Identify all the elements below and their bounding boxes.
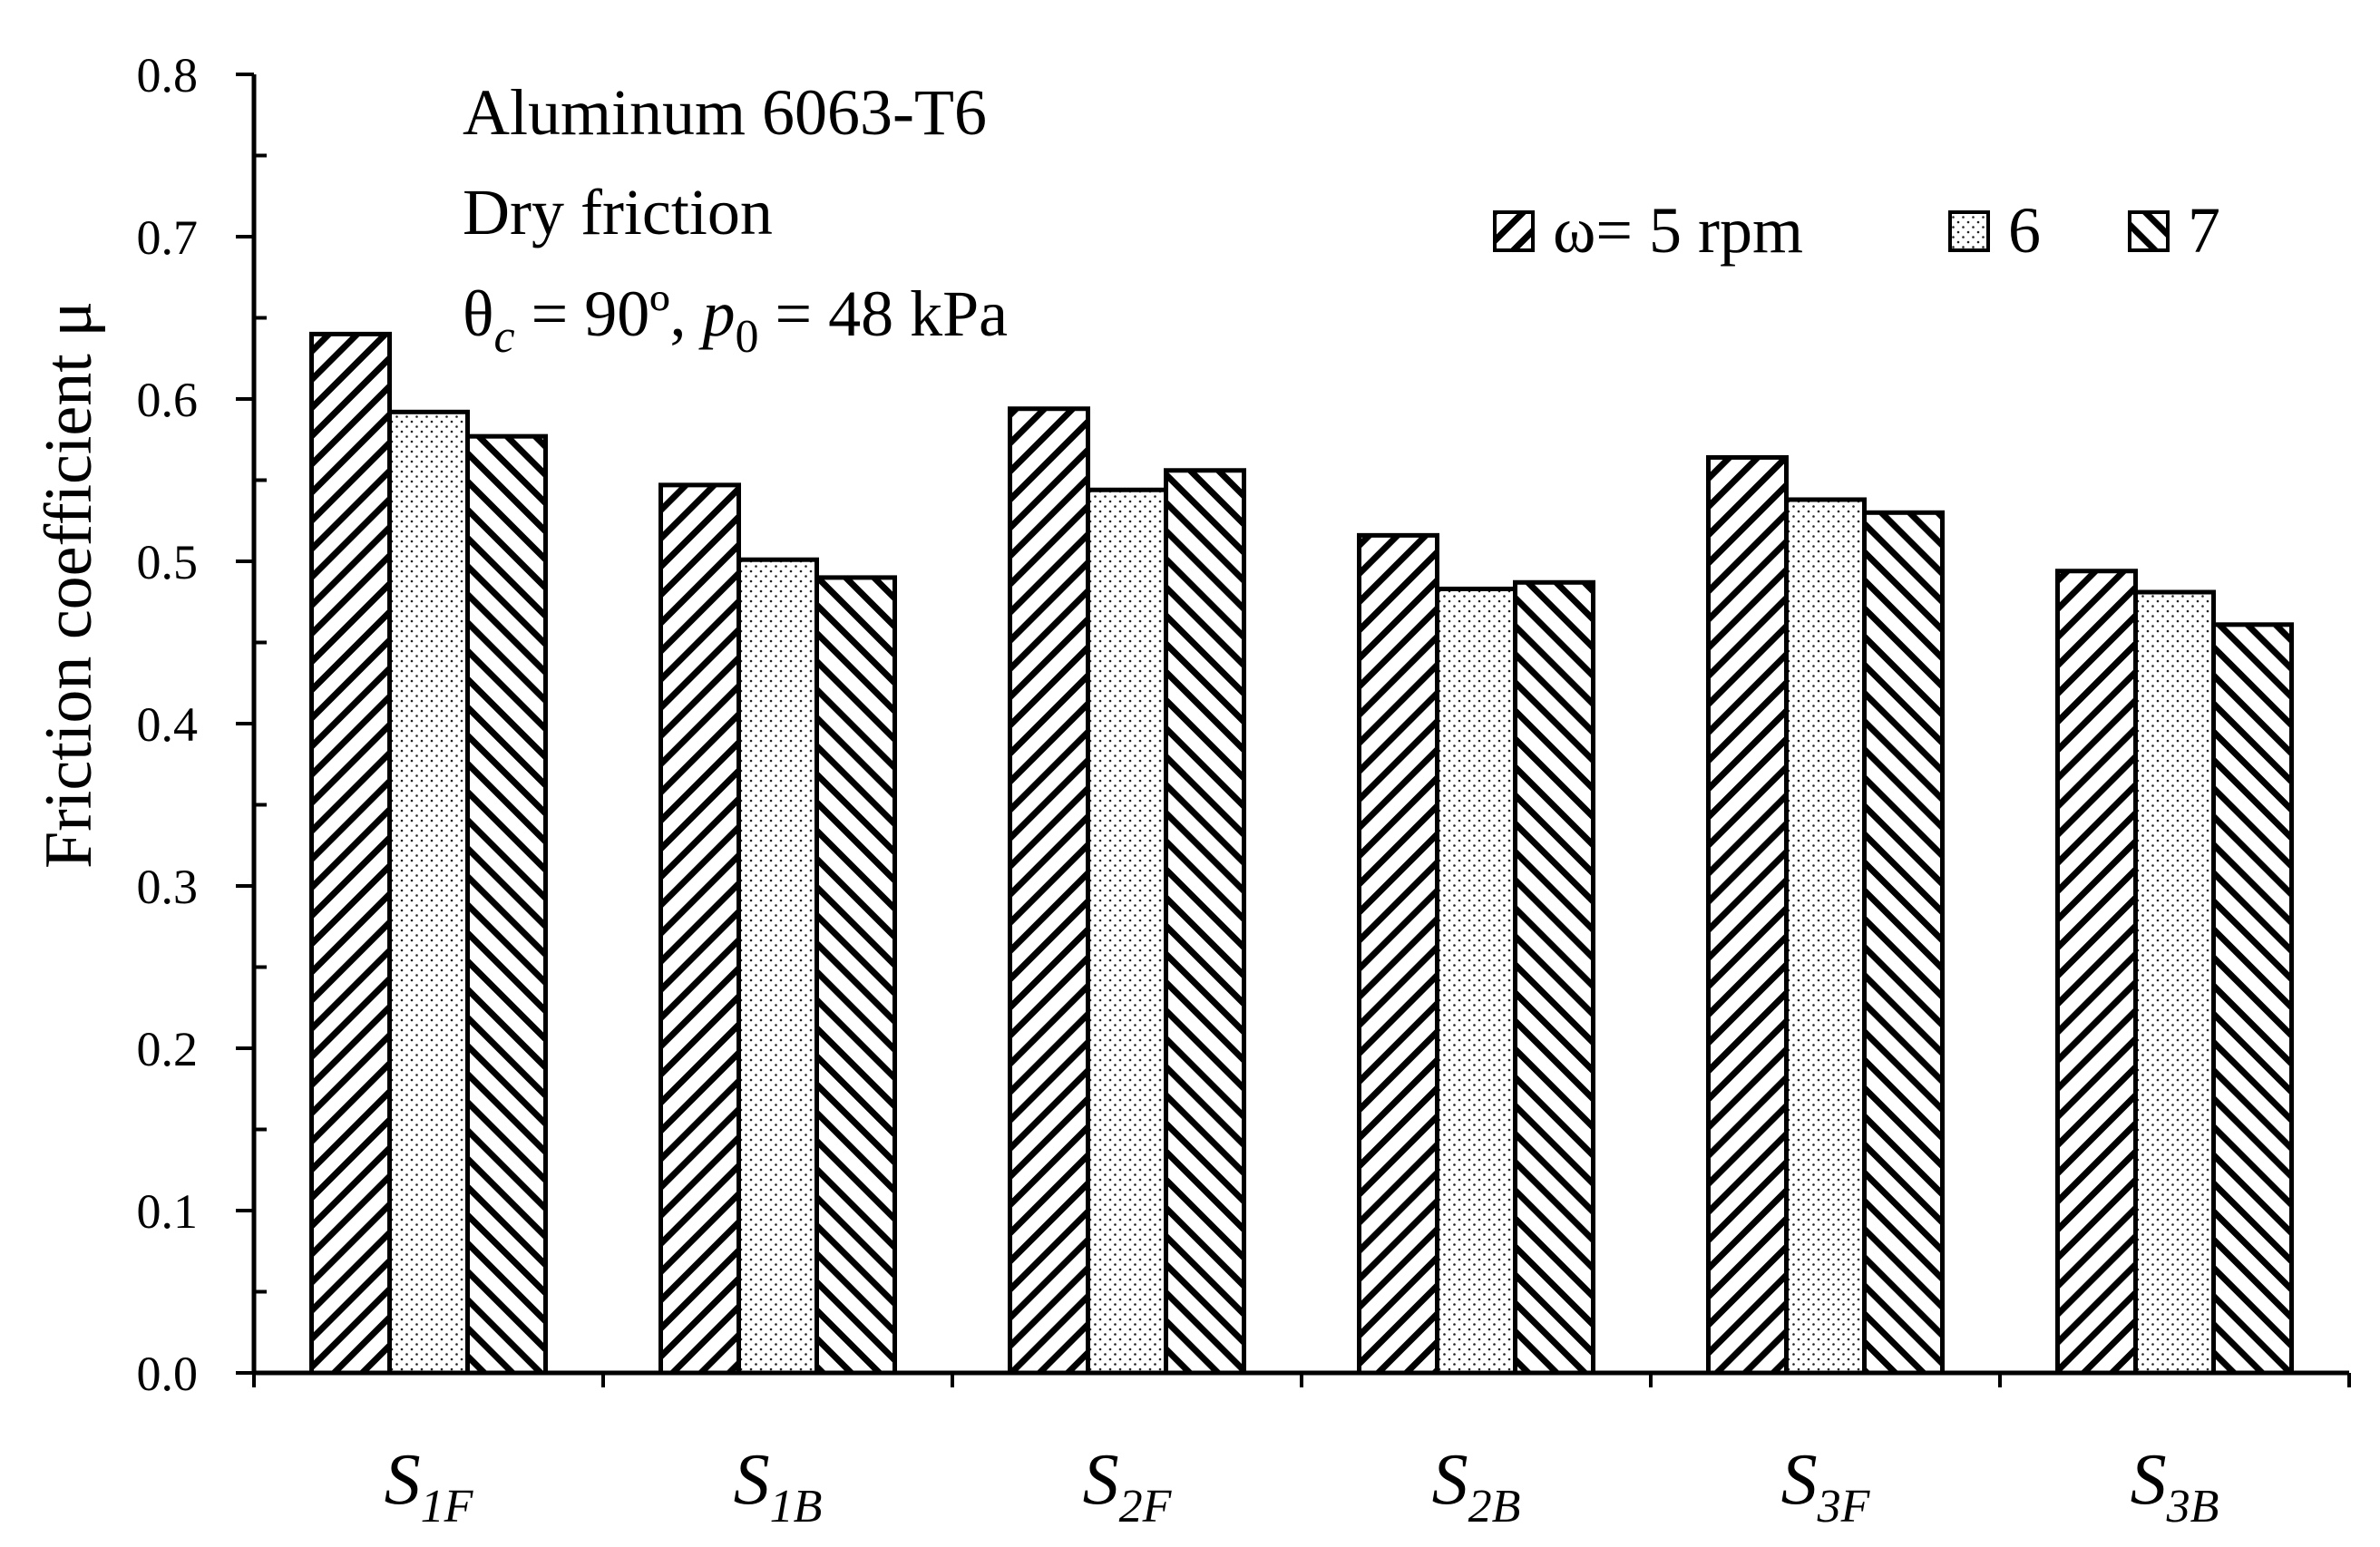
annotation-block: Aluminum 6063-T6 Dry friction θc = 90º, … [463,76,1008,363]
bar-3f-series-2 [1784,497,1867,1376]
legend-label-2: 6 [2008,194,2041,267]
y-tick-label: 0.2 [137,1022,199,1076]
annotation-material: Aluminum 6063-T6 [463,76,987,149]
bar-2f-series-3 [1164,468,1246,1376]
bar-3f-series-1 [1706,454,1789,1376]
y-tick-label: 0.8 [137,48,199,102]
y-tick-label: 0.0 [137,1347,199,1401]
y-tick-label: 0.1 [137,1184,199,1239]
bar-2b-series-2 [1435,586,1517,1376]
legend-swatch-1 [1493,210,1535,252]
bar-1b-series-1 [658,482,741,1376]
legend-swatch-3 [2128,210,2170,252]
legend: ω= 5 rpm 6 7 [1493,194,2220,267]
bar-3b-series-3 [2211,622,2294,1376]
x-tick-label-2b: S2B [1432,1440,1521,1532]
x-tick-label-2f: S2F [1083,1440,1173,1532]
y-tick-label: 0.5 [137,535,199,589]
bar-1b-series-3 [814,575,897,1376]
bar-1b-series-2 [736,557,819,1376]
bar-2b-series-3 [1513,579,1595,1376]
bar-1f-series-1 [309,331,392,1376]
bar-3f-series-3 [1862,510,1945,1376]
x-tick-label-1f: S1F [385,1440,474,1532]
bar-2f-series-2 [1086,487,1168,1376]
legend-label-1: ω= 5 rpm [1553,194,1803,267]
bars-layer [309,331,2294,1376]
y-axis-label: Friction coefficient μ [32,301,106,869]
y-tick-label: 0.4 [137,697,199,752]
bar-3b-series-1 [2055,569,2138,1376]
y-tick-label: 0.3 [137,860,199,914]
bar-1f-series-2 [387,409,470,1376]
bar-2f-series-1 [1008,406,1090,1376]
legend-swatch-2 [1948,210,1990,252]
x-tick-label-3f: S3F [1781,1440,1871,1532]
y-tick-labels: 0.0 0.1 0.2 0.3 0.4 0.5 0.6 0.7 0.8 [137,48,199,1401]
y-tick-label: 0.6 [137,373,199,427]
x-tick-label-3b: S3B [2131,1440,2219,1532]
x-tick-label-1b: S1B [734,1440,823,1532]
annotation-condition: Dry friction [463,176,773,248]
y-tick-label: 0.7 [137,210,199,265]
bar-3b-series-2 [2133,589,2216,1376]
annotation-parameters: θc = 90º, p0 = 48 kPa [463,277,1008,363]
x-tick-labels: S1F S1B S2F S2B S3F S3B [385,1440,2219,1532]
axes-layer [236,73,2351,1387]
legend-label-3: 7 [2188,194,2220,267]
bar-2b-series-1 [1357,532,1439,1376]
bar-1f-series-3 [465,433,548,1376]
